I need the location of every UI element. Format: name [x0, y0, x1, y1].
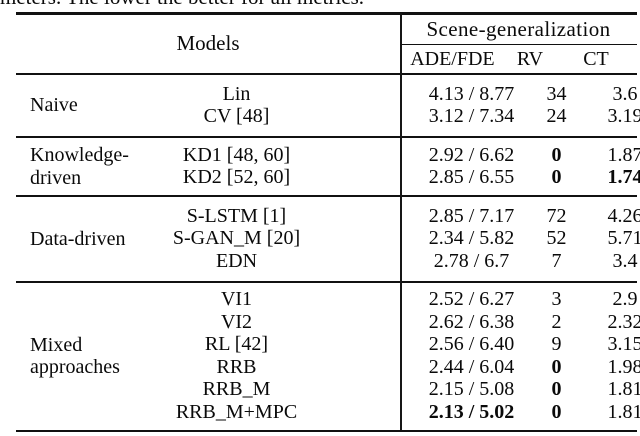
table-caption: meters. The lower the better for all met… — [0, 0, 640, 8]
rv-cell: 52 — [546, 227, 567, 250]
table-row: S-LSTM [1] 2.85 / 7.17 72 4.26 — [119, 205, 640, 228]
results-table: Models Scene-generalization ADE/FDE RV C… — [16, 12, 640, 432]
model-name-cell: VI1 — [220, 288, 253, 311]
table-row: KD2 [52, 60] 2.85 / 6.55 0 1.74 — [119, 166, 640, 190]
ct-cell: 3.15 — [607, 333, 640, 356]
table-row: S-GAN_M [20] 2.34 / 5.82 52 5.71 — [119, 227, 640, 251]
model-name-cell: RRB — [216, 355, 257, 378]
model-name-cell: VI2 — [220, 310, 253, 333]
rv-cell: 0 — [551, 378, 562, 401]
group-label-line: Mixed — [30, 333, 83, 356]
table-header: Models Scene-generalization ADE/FDE RV C… — [16, 15, 637, 75]
group-label-line: Naive — [30, 94, 78, 117]
model-name-cell: KD1 [48, 60] — [182, 143, 291, 166]
ade-fde-cell: 2.56 / 6.40 — [428, 333, 515, 356]
model-name-cell: RRB_M+MPC — [175, 400, 298, 423]
model-name-cell: RRB_M — [202, 378, 271, 401]
col-header-ade-fde: ADE/FDE — [410, 47, 495, 70]
table-row: RRB 2.44 / 6.04 0 1.98 — [119, 356, 640, 379]
group-label: Knowledge-driven — [16, 144, 129, 189]
ct-cell: 3.6 — [612, 82, 638, 105]
group-label-line: Data-driven — [30, 227, 126, 250]
ct-cell: 1.87 — [607, 143, 640, 166]
col-header-ct: CT — [583, 47, 609, 70]
ct-cell: 3.4 — [612, 249, 638, 272]
ct-cell: 3.19 — [607, 105, 640, 128]
spanner-rule — [400, 43, 637, 45]
group-label: Naive — [16, 94, 119, 117]
group-label: Mixed approaches — [16, 333, 120, 379]
bottom-rule — [16, 429, 637, 432]
model-name-cell: S-LSTM [1] — [186, 204, 287, 227]
model-name-cell: CV [48] — [203, 105, 270, 128]
col-header-rv: RV — [516, 47, 544, 70]
ade-fde-cell: 4.13 / 8.77 — [428, 82, 515, 105]
rv-cell: 24 — [546, 105, 567, 128]
table-row: CV [48] 3.12 / 7.34 24 3.19 — [119, 105, 640, 129]
ct-cell: 2.32 — [607, 310, 640, 333]
column-divider-line — [400, 13, 402, 430]
ade-fde-cell: 2.34 / 5.82 — [428, 227, 515, 250]
model-name-cell: KD2 [52, 60] — [182, 166, 291, 189]
group-rows: S-LSTM [1] 2.85 / 7.17 72 4.26 S-GAN_M [20] 2… — [119, 205, 640, 273]
rv-cell: 7 — [551, 249, 562, 272]
table-row: Lin 4.13 / 8.77 34 3.6 — [119, 83, 640, 106]
ade-fde-cell: 2.44 / 6.04 — [428, 355, 515, 378]
model-name-cell: Lin — [222, 82, 251, 105]
table-row: RRB_M 2.15 / 5.08 0 1.81 — [119, 378, 640, 402]
model-name-cell: EDN — [215, 249, 258, 272]
group-label-line: approaches — [30, 356, 120, 378]
ct-cell: 1.81 — [607, 378, 640, 401]
ct-cell: 5.71 — [607, 227, 640, 250]
ct-cell: 2.9 — [612, 288, 638, 311]
table-row: VI1 2.52 / 6.27 3 2.9 — [119, 288, 640, 312]
model-group: Knowledge-driven KD1 [48, 60] 2.92 / 6.62 0… — [16, 138, 640, 197]
rv-cell: 9 — [551, 333, 562, 356]
table-row: KD1 [48, 60] 2.92 / 6.62 0 1.87 — [119, 144, 640, 167]
table-row: RL [42] 2.56 / 6.40 9 3.15 — [119, 333, 640, 357]
scene-generalization-section: Scene-generalization ADE/FDE RV CT — [400, 15, 637, 74]
model-group: Naive Lin 4.13 / 8.77 34 3.6 CV [48] 3.12 / 7.… — [16, 75, 640, 138]
ade-fde-cell: 2.85 / 6.55 — [428, 166, 515, 189]
ade-fde-cell: 2.13 / 5.02 — [428, 400, 515, 423]
table-row: EDN 2.78 / 6.7 7 3.4 — [119, 250, 640, 273]
top-rule — [16, 12, 637, 15]
model-group: Data-driven S-LSTM [1] 2.85 / 7.17 72 4.26 S-… — [16, 197, 640, 283]
rv-cell: 0 — [551, 143, 562, 166]
group-label-line: Knowledge- — [30, 144, 129, 166]
group-rows: KD1 [48, 60] 2.92 / 6.62 0 1.87 KD2 [52, 60]… — [119, 144, 640, 189]
ade-fde-cell: 2.62 / 6.38 — [428, 310, 515, 333]
ade-fde-cell: 2.92 / 6.62 — [428, 143, 515, 166]
group-label: Data-driven — [16, 227, 126, 251]
ct-cell: 1.81 — [607, 400, 640, 423]
rv-cell: 0 — [551, 355, 562, 378]
ade-fde-cell: 2.78 / 6.7 — [433, 249, 510, 272]
group-label-line: driven — [30, 166, 82, 189]
rv-cell: 3 — [551, 288, 562, 311]
models-column-header: Models — [176, 31, 240, 56]
scene-generalization-header: Scene-generalization — [426, 16, 611, 41]
group-rows: VI1 2.52 / 6.27 3 2.9 VI2 2.62 / 6.38 2 2.32 RL … — [119, 288, 640, 424]
table-body: Naive Lin 4.13 / 8.77 34 3.6 CV [48] 3.12 / 7.… — [16, 75, 640, 430]
ade-fde-cell: 2.85 / 7.17 — [428, 204, 515, 227]
model-group: Mixed approaches VI1 2.52 / 6.27 3 2.9 VI2 2.62… — [16, 283, 640, 430]
model-name-cell: S-GAN_M [20] — [172, 227, 301, 250]
rv-cell: 72 — [546, 204, 567, 227]
ade-fde-cell: 3.12 / 7.34 — [428, 105, 515, 128]
ade-fde-cell: 2.15 / 5.08 — [428, 378, 515, 401]
ade-fde-cell: 2.52 / 6.27 — [428, 288, 515, 311]
rv-cell: 0 — [551, 400, 562, 423]
rv-cell: 34 — [546, 82, 567, 105]
ct-cell: 1.98 — [607, 355, 640, 378]
ct-cell: 4.26 — [607, 204, 640, 227]
rv-cell: 2 — [551, 310, 562, 333]
model-name-cell: RL [42] — [204, 333, 269, 356]
rv-cell: 0 — [551, 166, 562, 189]
group-rows: Lin 4.13 / 8.77 34 3.6 CV [48] 3.12 / 7.34 24 3… — [119, 83, 640, 128]
table-row: RRB_M+MPC 2.13 / 5.02 0 1.81 — [119, 401, 640, 424]
ct-cell: 1.74 — [607, 166, 640, 189]
metrics-header-row: ADE/FDE RV CT — [400, 45, 637, 73]
table-row: VI2 2.62 / 6.38 2 2.32 — [119, 311, 640, 334]
